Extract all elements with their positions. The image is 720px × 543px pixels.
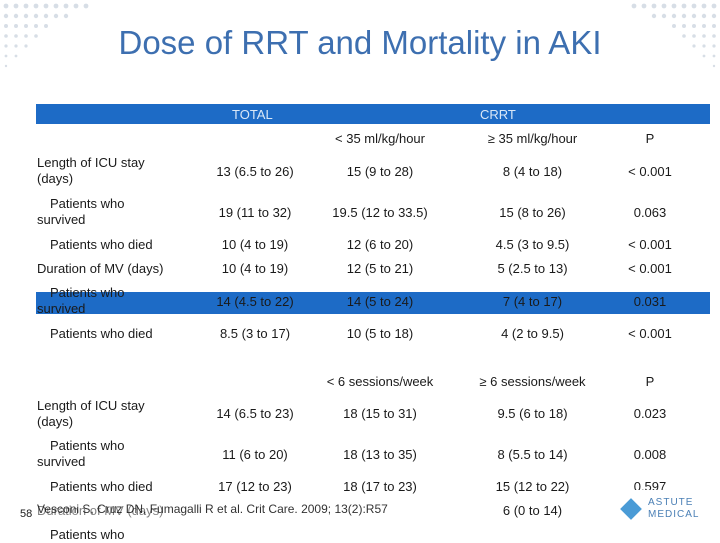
row-label: Duration of MV (days) [37, 503, 164, 518]
logo-line2: MEDICAL [648, 509, 700, 520]
table2-col-header: P [645, 374, 655, 389]
table2-col-header: ≥ 6 sessions/week [479, 374, 586, 389]
table-cell: 10 (4 to 19) [221, 261, 289, 276]
table-cell: 15 (12 to 22) [495, 479, 570, 494]
row-label: Patients who survived [37, 285, 125, 316]
table-cell: 12 (5 to 21) [346, 261, 414, 276]
table-cell: 12 (6 to 20) [346, 237, 414, 252]
table-cell: 18 (15 to 31) [343, 406, 417, 421]
table1-col-header: < 35 ml/kg/hour [335, 131, 425, 146]
row-label: Patients who died [50, 237, 153, 252]
row-label: Duration of MV (days) [37, 261, 164, 276]
table-cell: 6 (0 to 14) [502, 503, 563, 518]
highlight-band [36, 292, 710, 314]
row-label: Patients who survived [37, 196, 125, 227]
decorative-dots-left [3, 3, 89, 68]
decorative-dots-right [631, 3, 717, 68]
citation: Vesconi S, Cruz DN, Fumagalli R et al. C… [37, 502, 388, 516]
slide-title: Dose of RRT and Mortality in AKI [118, 24, 602, 61]
table-cell: 18 (17 to 23) [343, 479, 417, 494]
table-cell: 15 (8 to 26) [499, 205, 566, 220]
table-cell: 13 (6.5 to 26) [216, 164, 294, 179]
table2-col-header: < 6 sessions/week [326, 374, 434, 389]
table-cell: < 0.001 [628, 261, 672, 276]
table-cell: 9.5 (6 to 18) [497, 406, 568, 421]
row-label: Length of ICU stay (days) [37, 398, 145, 429]
table-cell: 8 (5.5 to 14) [497, 447, 568, 462]
table-cell: 0.008 [633, 447, 667, 462]
table-cell: 8 (4 to 18) [502, 164, 563, 179]
row-label: Length of ICU stay (days) [37, 155, 145, 186]
table-cell: 4.5 (3 to 9.5) [495, 237, 570, 252]
table-cell: 14 (6.5 to 23) [216, 406, 294, 421]
table-cell: 10 (4 to 19) [221, 237, 289, 252]
table-cell: 11 (6 to 20) [222, 447, 288, 462]
table-cell: 4 (2 to 9.5) [501, 326, 564, 341]
table-cell: 7 (4 to 17) [502, 294, 563, 309]
table-cell: 19.5 (12 to 33.5) [332, 205, 428, 220]
table-cell: 19 (11 to 32) [218, 205, 292, 220]
table-cell: 17 (12 to 23) [218, 479, 292, 494]
logo-line1: ASTUTE [648, 497, 694, 508]
table-cell: 0.023 [633, 406, 667, 421]
row-label: Patients who died [50, 479, 153, 494]
table-cell: 5 (2.5 to 13) [497, 261, 568, 276]
header-crrt: CRRT [480, 107, 516, 122]
table-cell: 0.031 [633, 294, 667, 309]
header-band: TOTAL CRRT [36, 104, 710, 124]
table-cell: < 0.001 [628, 164, 672, 179]
row-label: Patients who [50, 527, 125, 542]
table-cell: < 0.001 [628, 237, 672, 252]
table-cell: 18 (13 to 35) [343, 447, 417, 462]
table-cell: < 0.001 [628, 326, 672, 341]
header-total: TOTAL [232, 107, 273, 122]
table-cell: 8.5 (3 to 17) [219, 326, 291, 341]
logo-mark-icon [620, 498, 642, 520]
table-cell: 15 (9 to 28) [346, 164, 414, 179]
table-cell: 14 (5 to 24) [346, 294, 414, 309]
row-label: Patients who survived [37, 438, 125, 469]
table1-col-header: ≥ 35 ml/kg/hour [487, 131, 578, 146]
page-number: 58 [20, 508, 33, 520]
table1-col-header: P [645, 131, 655, 146]
table-cell: 0.063 [633, 205, 667, 220]
row-label: Patients who died [50, 326, 153, 341]
table-cell: 10 (5 to 18) [346, 326, 414, 341]
company-logo: ASTUTE MEDICAL [620, 490, 710, 528]
table-cell: 14 (4.5 to 22) [216, 294, 294, 309]
